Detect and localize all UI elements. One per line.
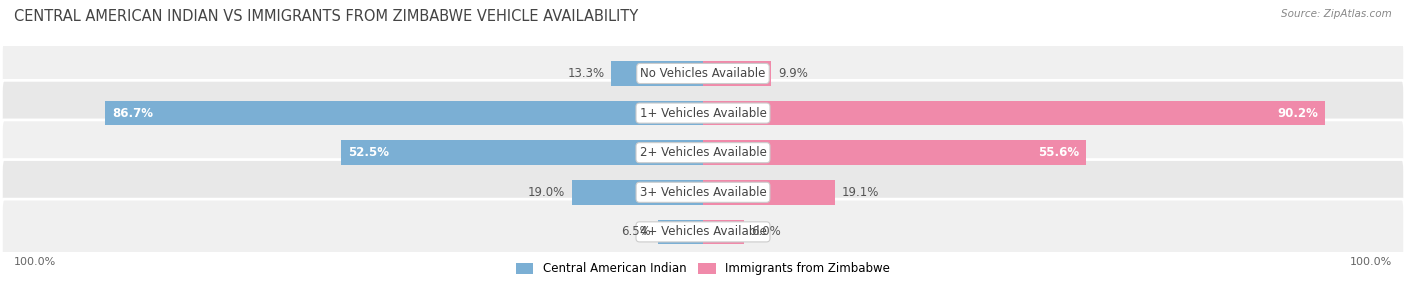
Text: 100.0%: 100.0% <box>14 257 56 267</box>
FancyBboxPatch shape <box>1 199 1405 265</box>
Text: 19.1%: 19.1% <box>842 186 879 199</box>
Bar <box>703 140 1087 165</box>
FancyBboxPatch shape <box>1 160 1405 225</box>
Bar <box>572 180 703 204</box>
Legend: Central American Indian, Immigrants from Zimbabwe: Central American Indian, Immigrants from… <box>510 258 896 280</box>
Text: 1+ Vehicles Available: 1+ Vehicles Available <box>640 107 766 120</box>
Text: 13.3%: 13.3% <box>567 67 605 80</box>
Text: Source: ZipAtlas.com: Source: ZipAtlas.com <box>1281 9 1392 19</box>
Text: 90.2%: 90.2% <box>1277 107 1317 120</box>
Text: 100.0%: 100.0% <box>1350 257 1392 267</box>
Text: 6.0%: 6.0% <box>751 225 780 238</box>
Bar <box>703 101 1324 125</box>
Text: 9.9%: 9.9% <box>778 67 808 80</box>
Bar <box>658 220 703 244</box>
Bar <box>703 180 835 204</box>
Bar <box>703 61 772 86</box>
Bar <box>105 101 703 125</box>
Text: 4+ Vehicles Available: 4+ Vehicles Available <box>640 225 766 238</box>
Bar <box>703 220 744 244</box>
Text: 55.6%: 55.6% <box>1038 146 1080 159</box>
Bar <box>612 61 703 86</box>
Text: 2+ Vehicles Available: 2+ Vehicles Available <box>640 146 766 159</box>
FancyBboxPatch shape <box>1 41 1405 106</box>
Text: 19.0%: 19.0% <box>527 186 565 199</box>
Bar <box>342 140 703 165</box>
Text: CENTRAL AMERICAN INDIAN VS IMMIGRANTS FROM ZIMBABWE VEHICLE AVAILABILITY: CENTRAL AMERICAN INDIAN VS IMMIGRANTS FR… <box>14 9 638 23</box>
Text: 3+ Vehicles Available: 3+ Vehicles Available <box>640 186 766 199</box>
Text: No Vehicles Available: No Vehicles Available <box>640 67 766 80</box>
Text: 6.5%: 6.5% <box>621 225 651 238</box>
FancyBboxPatch shape <box>1 120 1405 185</box>
FancyBboxPatch shape <box>1 80 1405 146</box>
Text: 86.7%: 86.7% <box>112 107 153 120</box>
Text: 52.5%: 52.5% <box>349 146 389 159</box>
